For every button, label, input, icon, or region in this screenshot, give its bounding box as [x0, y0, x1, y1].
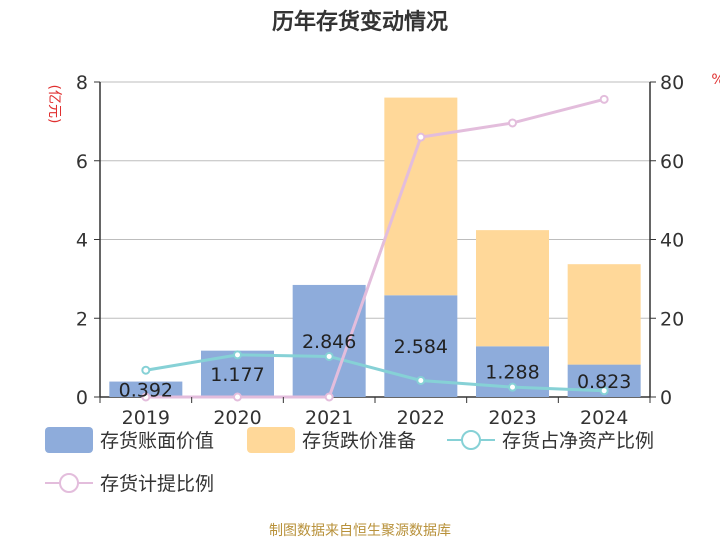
- labels-layer: 0.392 1.177 2.846 2.584 1.288 0.823: [119, 331, 632, 401]
- right-tick-label: 20: [660, 308, 684, 330]
- line-point: [324, 392, 334, 402]
- line-point: [233, 350, 242, 360]
- line-point: [141, 392, 151, 402]
- line-point: [508, 382, 517, 392]
- right-axis-unit: %: [711, 72, 720, 88]
- line-point: [599, 94, 609, 104]
- bar-book-value: [292, 284, 366, 397]
- bar-data-label: 0.823: [577, 371, 631, 393]
- line-point: [141, 365, 151, 375]
- legend-label: 存货占净资产比例: [502, 430, 654, 452]
- line-point: [508, 118, 517, 128]
- left-tick-label: 0: [76, 387, 88, 409]
- bar-impairment-reserve: [384, 97, 458, 296]
- right-tick-label: 80: [660, 72, 684, 94]
- left-tick-label: 2: [76, 308, 88, 330]
- bar-data-label: 2.846: [302, 331, 356, 353]
- bar-data-label: 2.584: [394, 336, 448, 358]
- left-tick-label: 4: [76, 230, 88, 252]
- bars-layer: [109, 97, 641, 397]
- left-tick-label: 6: [76, 151, 88, 173]
- x-tick-label: 2022: [397, 407, 445, 429]
- x-tick-label: 2020: [213, 407, 261, 429]
- bar-data-label: 1.288: [485, 362, 539, 384]
- legend-swatch: [45, 427, 93, 453]
- legend-label: 存货计提比例: [100, 473, 214, 495]
- legend-label: 存货账面价值: [100, 430, 214, 452]
- x-tick-label: 2023: [488, 407, 536, 429]
- line-point: [416, 375, 426, 385]
- source-note: 制图数据来自恒生聚源数据库: [269, 523, 451, 539]
- series-line: [145, 97, 605, 399]
- x-tick-label: 2024: [580, 407, 628, 429]
- left-axis-unit: (亿元): [46, 85, 62, 124]
- line-point: [599, 386, 609, 396]
- bar-book-value: [109, 381, 183, 397]
- x-tick-label: 2019: [122, 407, 170, 429]
- bar-data-label: 1.177: [210, 364, 264, 386]
- lines-layer: [141, 94, 609, 402]
- right-tick-label: 40: [660, 230, 684, 252]
- line-point: [416, 132, 426, 142]
- bar-data-label: 0.392: [119, 379, 173, 401]
- right-tick-label: 60: [660, 151, 684, 173]
- bar-impairment-reserve: [476, 230, 549, 347]
- left-tick-label: 8: [76, 72, 88, 94]
- legend-swatch: [247, 427, 295, 453]
- line-point: [233, 392, 242, 402]
- grid-layer: [100, 81, 650, 398]
- legend-marker: [59, 473, 79, 493]
- bar-impairment-reserve: [567, 264, 641, 365]
- series-line: [145, 353, 605, 393]
- chart-title: 历年存货变动情况: [272, 9, 448, 35]
- right-tick-label: 0: [660, 387, 672, 409]
- legend-label: 存货跌价准备: [302, 430, 416, 452]
- legend-marker: [461, 430, 481, 450]
- line-point: [324, 351, 334, 361]
- x-tick-label: 2021: [305, 407, 353, 429]
